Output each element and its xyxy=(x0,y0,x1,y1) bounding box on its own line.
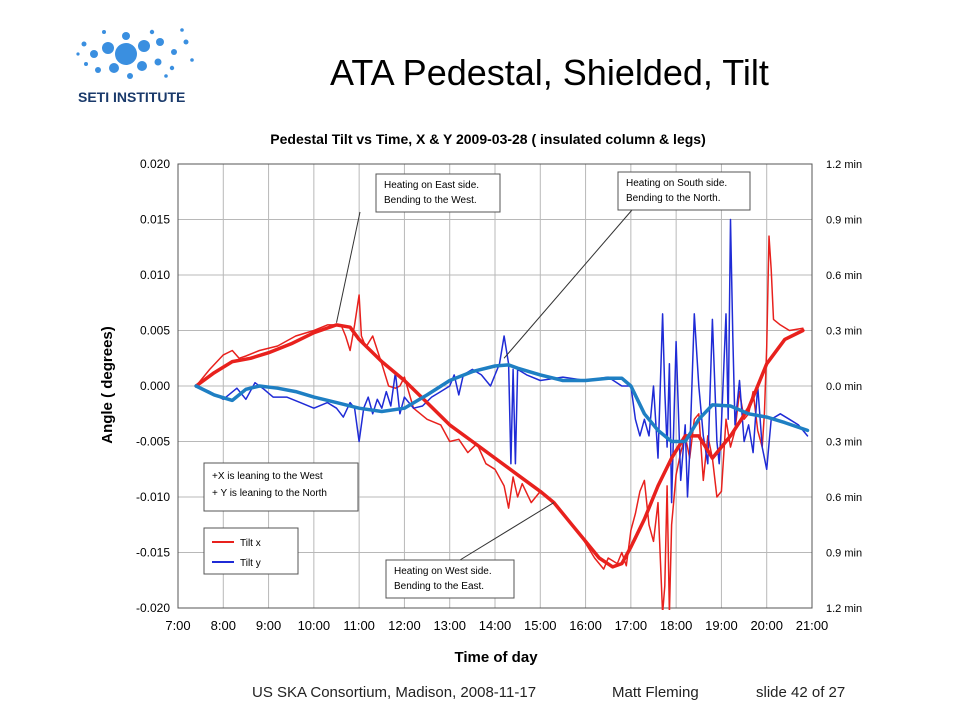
x-tick-label: 18:00 xyxy=(660,618,693,633)
chart-title: Pedestal Tilt vs Time, X & Y 2009-03-28 … xyxy=(270,131,705,147)
y2-tick-label: 0.6 min xyxy=(826,492,862,504)
x-tick-label: 19:00 xyxy=(705,618,738,633)
x-tick-label: 14:00 xyxy=(479,618,512,633)
y2-tick-label: 0.3 min xyxy=(826,326,862,338)
x-tick-label: 11:00 xyxy=(343,618,375,633)
series-line-tilt-x xyxy=(195,235,804,610)
x-axis-label: Time of day xyxy=(454,649,538,666)
x-axis-ticks: 7:00 8:00 9:00 10:00 11:00 12:00 13:00 14:00 15:… xyxy=(165,618,828,633)
footer-conference: US SKA Consortium, Madison, 2008-11-17 xyxy=(252,684,537,701)
annotation-line: Heating on East side. xyxy=(384,180,479,191)
x-tick-label: 8:00 xyxy=(211,618,236,633)
y-axis-ticks: 0.020 0.015 0.010 0.005 0.000 -0.005 -0.010 -0.… xyxy=(136,157,170,615)
slide-footer: US SKA Consortium, Madison, 2008-11-17 M… xyxy=(0,684,960,706)
annotation-line: Heating on West side. xyxy=(394,566,492,577)
annotation-line: Bending to the East. xyxy=(394,581,484,592)
note-line: +X is leaning to the West xyxy=(212,471,323,482)
x-tick-label: 21:00 xyxy=(796,618,829,633)
y-tick-label: -0.020 xyxy=(136,601,170,615)
note-line: + Y is leaning to the North xyxy=(212,488,327,499)
x-tick-label: 12:00 xyxy=(388,618,421,633)
y-tick-label: 0.000 xyxy=(140,379,170,393)
series-line-tilt-y xyxy=(195,218,809,504)
y-tick-label: 0.020 xyxy=(140,157,170,171)
axis-direction-note: +X is leaning to the West + Y is leaning… xyxy=(203,462,359,512)
series-layer xyxy=(194,218,810,610)
annotation-line: Bending to the West. xyxy=(384,195,477,206)
slide-title: ATA Pedestal, Shielded, Tilt xyxy=(330,52,769,93)
y2-axis-ticks: 1.2 min 0.9 min 0.6 min 0.3 min 0.0 min 0.3 m… xyxy=(826,159,862,615)
y2-tick-label: 1.2 min xyxy=(826,603,862,615)
x-tick-label: 15:00 xyxy=(524,618,557,633)
y-tick-label: 0.015 xyxy=(140,213,170,227)
series-line-tilt-y-smoothed xyxy=(194,363,810,444)
footer-author: Matt Fleming xyxy=(612,684,699,701)
x-tick-label: 16:00 xyxy=(569,618,602,633)
y2-tick-label: 0.9 min xyxy=(826,215,862,227)
legend-label-tilt-y: Tilt y xyxy=(240,558,261,569)
footer-slide-number: slide 42 of 27 xyxy=(756,684,846,701)
annotation-south: Heating on South side. Bending to the No… xyxy=(503,171,751,359)
chart-legend: Tilt x Tilt y xyxy=(203,527,299,575)
y-tick-label: 0.010 xyxy=(140,268,170,282)
y2-tick-label: 0.3 min xyxy=(826,437,862,449)
y2-tick-label: 0.9 min xyxy=(826,548,862,560)
x-tick-label: 9:00 xyxy=(256,618,281,633)
y2-tick-label: 1.2 min xyxy=(826,159,862,171)
logo-text: SETI INSTITUTE xyxy=(78,89,185,105)
x-tick-label: 7:00 xyxy=(165,618,190,633)
x-tick-label: 10:00 xyxy=(298,618,331,633)
y2-tick-label: 0.6 min xyxy=(826,270,862,282)
y-axis-label: Angle ( degrees) xyxy=(99,326,116,444)
annotation-line: Bending to the North. xyxy=(626,193,721,204)
annotation-leader-line xyxy=(503,209,633,359)
annotation-line: Heating on South side. xyxy=(626,178,727,189)
seti-institute-logo: SETI INSTITUTE xyxy=(74,24,204,108)
legend-label-tilt-x: Tilt x xyxy=(240,538,261,549)
annotation-west: Heating on West side. Bending to the Eas… xyxy=(385,502,555,599)
annotation-leader-line xyxy=(459,502,555,561)
x-tick-label: 17:00 xyxy=(615,618,648,633)
y-tick-label: -0.005 xyxy=(136,435,170,449)
series-line-tilt-x-smoothed xyxy=(194,323,805,569)
x-tick-label: 13:00 xyxy=(433,618,466,633)
annotation-leader-line xyxy=(336,211,361,323)
x-tick-label: 20:00 xyxy=(750,618,783,633)
y-tick-label: -0.010 xyxy=(136,490,170,504)
y-tick-label: -0.015 xyxy=(136,546,170,560)
y2-tick-label: 0.0 min xyxy=(826,381,862,393)
plot-area-frame xyxy=(177,163,813,609)
y-tick-label: 0.005 xyxy=(140,324,170,338)
annotation-east: Heating on East side. Bending to the Wes… xyxy=(336,173,501,323)
